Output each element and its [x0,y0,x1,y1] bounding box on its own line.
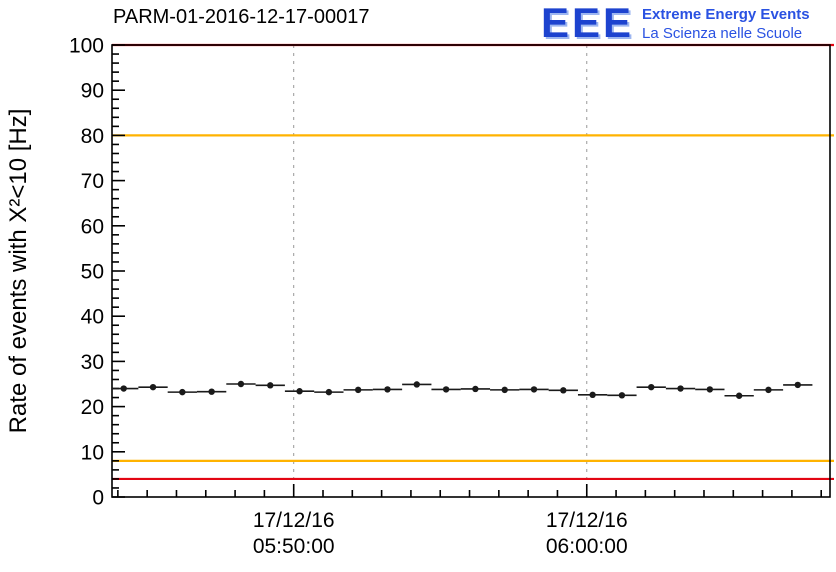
data-point [296,388,303,395]
data-series [112,380,813,399]
x-tick-date: 17/12/16 [546,509,628,532]
eee-logo-line2: La Scienza nelle Scuole [642,25,803,42]
y-tick-label: 50 [81,261,104,284]
data-point [677,385,684,392]
data-point [618,392,626,399]
data-point [735,392,743,399]
y-tick-label: 40 [81,306,104,329]
y-tick-label: 70 [81,170,104,193]
eee-logo-acronym: EEE [541,0,635,46]
data-point [648,383,655,391]
y-tick-label: 10 [81,441,104,464]
gridlines [293,45,588,497]
eee-logo-line1: Extreme Energy Events [642,6,810,23]
data-point [149,383,157,391]
data-point [560,387,567,394]
data-point [208,388,215,395]
y-axis: 0 10 20 30 40 50 60 70 80 90 100 [69,35,125,510]
x-tick-date: 17/12/16 [253,509,335,532]
data-point [413,381,420,388]
reference-lines [112,43,834,481]
data-point [237,380,245,388]
y-axis-title: Rate of events with X²<10 [Hz] [5,109,32,434]
plot-frame [111,44,831,498]
data-point [179,388,186,396]
data-point [325,388,333,396]
y-tick-label: 80 [81,125,104,148]
y-axis-title: Rate of events with X²<10 [Hz] [5,109,32,434]
data-point [765,386,772,394]
x-tick-time: 06:00:00 [546,535,628,558]
eee-logo-text: Extreme Energy Events La Scienza nelle S… [642,3,810,43]
data-point [501,386,508,394]
plot-title: PARM-01-2016-12-17-00017 [113,6,370,28]
y-tick-label: 90 [81,80,104,103]
data-point [530,386,538,393]
data-point [120,385,127,392]
y-tick-label: 20 [81,396,104,419]
data-point [354,386,362,394]
x-tick-time: 05:50:00 [253,535,335,558]
data-point [589,391,596,399]
x-axis: 17/12/16 05:50:00 17/12/16 06:00:00 [117,484,823,558]
data-point [472,385,479,393]
y-tick-label: 60 [81,215,104,238]
data-point [442,386,450,393]
y-tick-label: 100 [69,35,104,58]
data-point [384,386,391,393]
y-tick-label: 0 [92,487,104,510]
data-point [267,382,274,389]
eee-logo: EEE Extreme Energy Events La Scienza nel… [541,0,810,46]
y-tick-label: 30 [81,351,104,374]
data-point [794,381,801,389]
data-point [706,386,714,393]
